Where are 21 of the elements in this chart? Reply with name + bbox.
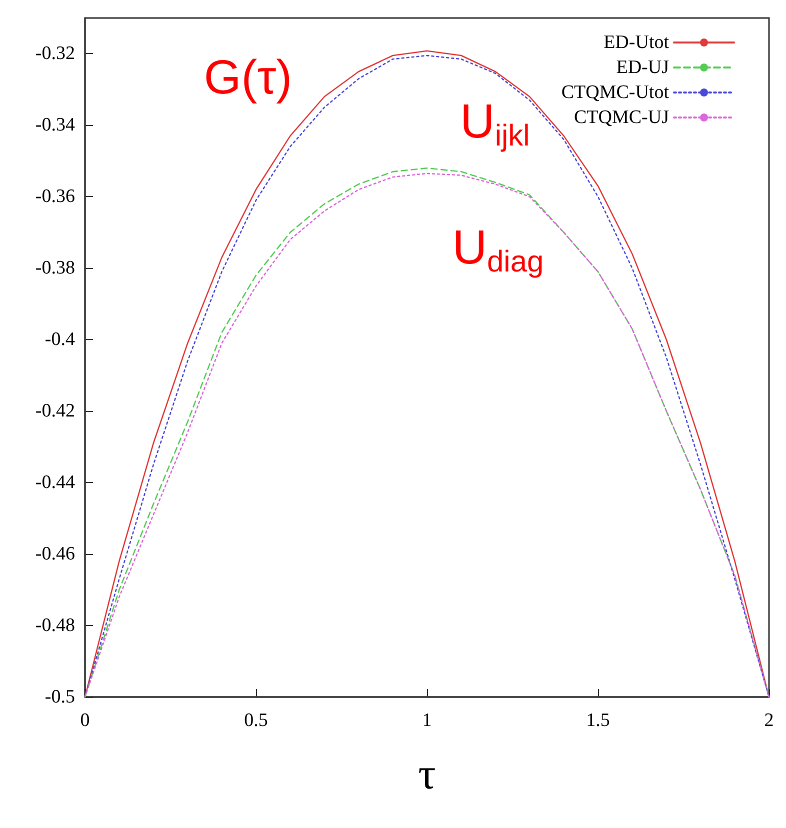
y-tick-label: -0.44: [35, 472, 76, 494]
y-tick-label: -0.32: [35, 43, 75, 64]
x-tick-label: 1: [422, 710, 432, 731]
legend-label: CTQMC-Utot: [561, 82, 670, 103]
x-tick-label: 0: [80, 710, 90, 731]
legend-label: ED-Utot: [604, 32, 670, 53]
y-tick-label: -0.5: [44, 686, 75, 708]
y-tick-label: -0.46: [35, 544, 75, 565]
y-tick-label: -0.34: [35, 114, 76, 136]
annotation: G(τ): [204, 52, 292, 104]
y-tick-label: -0.36: [35, 186, 75, 208]
y-tick-label: -0.42: [35, 400, 75, 422]
x-tick-label: 1.5: [586, 710, 610, 731]
legend-label: ED-UJ: [616, 57, 669, 78]
x-tick-label: 2: [764, 710, 774, 731]
legend-label: CTQMC-UJ: [574, 107, 669, 128]
y-tick-label: -0.4: [44, 329, 76, 350]
x-axis-title: τ: [418, 750, 436, 798]
y-tick-label: -0.48: [35, 615, 75, 636]
x-tick-label: 0.5: [244, 710, 268, 731]
y-tick-label: -0.38: [35, 258, 75, 279]
